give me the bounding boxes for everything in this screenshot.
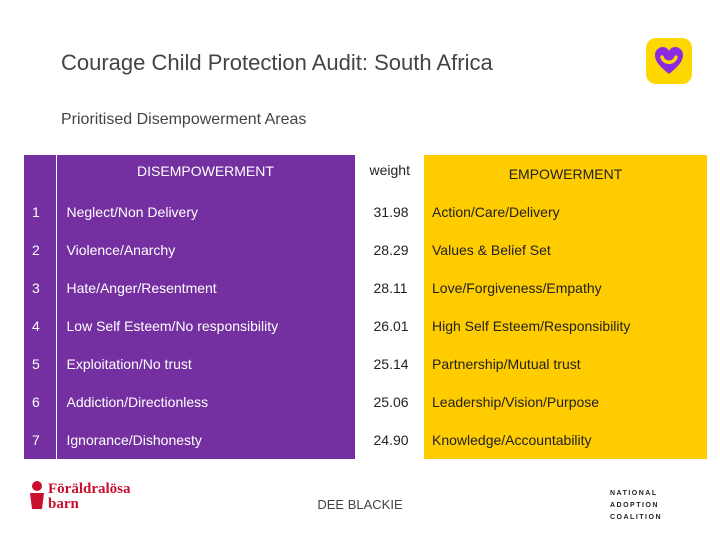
row-number: 7 [24, 421, 56, 459]
row-number: 5 [24, 345, 56, 383]
row-disempowerment: Neglect/Non Delivery [55, 193, 358, 231]
row-number: 2 [24, 231, 56, 269]
disempowerment-table: DISEMPOWERMENT weight EMPOWERMENT 1 Negl… [24, 155, 708, 459]
table-header-row: DISEMPOWERMENT weight EMPOWERMENT [24, 155, 707, 193]
row-empowerment: Action/Care/Delivery [424, 193, 707, 231]
row-empowerment: High Self Esteem/Responsibility [424, 307, 707, 345]
row-weight: 31.98 [356, 193, 424, 231]
logo-brand-line-2: barn [48, 496, 79, 512]
row-disempowerment: Hate/Anger/Resentment [55, 269, 358, 307]
row-weight: 24.90 [356, 421, 424, 459]
row-empowerment: Values & Belief Set [424, 231, 707, 269]
row-number: 4 [24, 307, 56, 345]
footer-author: DEE BLACKIE [317, 497, 403, 512]
row-weight: 25.14 [356, 345, 424, 383]
heart-logo-icon [646, 38, 692, 84]
table-row: 3 Hate/Anger/Resentment 28.11 Love/Forgi… [24, 269, 707, 307]
header-weight: weight [356, 155, 424, 193]
child-figure-icon [30, 481, 44, 509]
table-row: 1 Neglect/Non Delivery 31.98 Action/Care… [24, 193, 707, 231]
table-row: 7 Ignorance/Dishonesty 24.90 Knowledge/A… [24, 421, 707, 459]
logo-brand-line-1: Föräldralösa [48, 481, 131, 497]
row-empowerment: Love/Forgiveness/Empathy [424, 269, 707, 307]
table-row: 6 Addiction/Directionless 25.06 Leadersh… [24, 383, 707, 421]
row-disempowerment: Ignorance/Dishonesty [55, 421, 358, 459]
row-number: 6 [24, 383, 56, 421]
header-disempowerment: DISEMPOWERMENT [55, 155, 358, 193]
row-number: 1 [24, 193, 56, 231]
foraldralosa-barn-logo: Föräldralösa barn [28, 480, 148, 528]
row-disempowerment: Violence/Anarchy [55, 231, 358, 269]
table-row: 4 Low Self Esteem/No responsibility 26.0… [24, 307, 707, 345]
row-weight: 28.29 [356, 231, 424, 269]
row-number: 3 [24, 269, 56, 307]
row-empowerment: Leadership/Vision/Purpose [424, 383, 707, 421]
row-disempowerment: Addiction/Directionless [55, 383, 358, 421]
page-title: Courage Child Protection Audit: South Af… [61, 50, 493, 75]
logo-word-3: COALITION [610, 514, 662, 521]
row-empowerment: Partnership/Mutual trust [424, 345, 707, 383]
logo-word-1: NATIONAL [610, 490, 658, 497]
row-empowerment: Knowledge/Accountability [424, 421, 707, 459]
national-adoption-coalition-logo: NATIONAL ADOPTION COALITION [610, 488, 695, 528]
header-empowerment: EMPOWERMENT [424, 155, 707, 193]
row-weight: 25.06 [356, 383, 424, 421]
table-row: 5 Exploitation/No trust 25.14 Partnershi… [24, 345, 707, 383]
row-weight: 28.11 [356, 269, 424, 307]
row-disempowerment: Exploitation/No trust [55, 345, 358, 383]
row-disempowerment: Low Self Esteem/No responsibility [55, 307, 358, 345]
logo-word-2: ADOPTION [610, 502, 659, 509]
row-weight: 26.01 [356, 307, 424, 345]
table-row: 2 Violence/Anarchy 28.29 Values & Belief… [24, 231, 707, 269]
page-subtitle: Prioritised Disempowerment Areas [61, 111, 307, 128]
header-num-cell [24, 155, 56, 193]
